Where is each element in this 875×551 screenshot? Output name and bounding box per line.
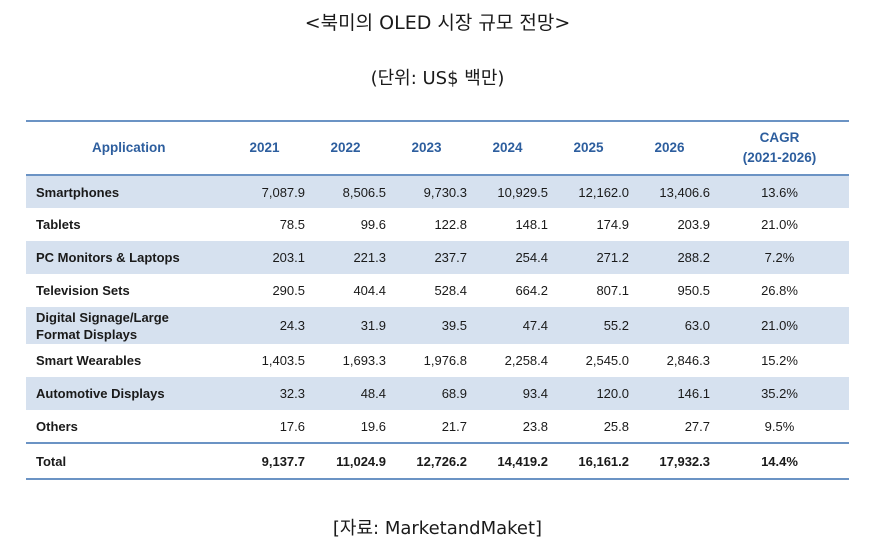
cell-2025: 271.2 <box>548 241 629 274</box>
total-2023: 12,726.2 <box>416 453 467 469</box>
cell-2024: 148.1 <box>515 217 548 232</box>
cell-2023: 237.7 <box>386 241 467 274</box>
table-row: Automotive Displays 32.3 48.4 68.9 93.4 … <box>26 377 849 410</box>
cell-2023: 39.5 <box>386 307 467 344</box>
oled-market-table: Application 2021 2022 2023 2024 2025 202… <box>26 120 849 480</box>
cell-2022: 99.6 <box>360 217 386 232</box>
cell-2025: 2,545.0 <box>585 353 629 368</box>
table-row: PC Monitors & Laptops 203.1 221.3 237.7 … <box>26 241 849 274</box>
cell-2025: 120.0 <box>548 377 629 410</box>
cell-cagr: 7.2% <box>710 241 849 274</box>
cell-2021: 203.1 <box>224 241 305 274</box>
total-label: Total <box>36 453 67 469</box>
table-row: Digital Signage/Large Format Displays 24.… <box>26 307 849 344</box>
cell-2023: 21.7 <box>441 418 467 434</box>
total-2026: 17,932.3 <box>659 453 710 469</box>
cell-2025: 55.2 <box>548 307 629 344</box>
cell-2023: 1,976.8 <box>423 353 467 368</box>
total-2024: 14,419.2 <box>497 453 548 469</box>
total-2021: 9,137.7 <box>261 453 305 469</box>
cell-2026: 2,846.3 <box>666 353 710 368</box>
cell-2022: 1,693.3 <box>342 353 386 368</box>
total-2022: 11,024.9 <box>336 453 386 469</box>
cell-2022: 221.3 <box>305 241 386 274</box>
cell-2025: 807.1 <box>596 283 629 298</box>
cell-2024: 664.2 <box>515 283 548 298</box>
cell-2024: 254.4 <box>467 241 548 274</box>
cell-2026: 63.0 <box>629 307 710 344</box>
row-label: Others <box>36 418 78 434</box>
cell-2026: 203.9 <box>677 217 710 232</box>
total-2025: 16,161.2 <box>578 453 629 469</box>
cell-cagr: 35.2% <box>710 377 849 410</box>
header-application: Application <box>92 140 166 155</box>
header-2025: 2025 <box>573 140 604 155</box>
row-label: PC Monitors & Laptops <box>26 241 224 274</box>
row-label-line-1: Digital Signage/Large <box>36 309 169 325</box>
cell-2026: 27.7 <box>684 418 710 434</box>
row-label: Tablets <box>36 217 81 232</box>
cell-2026: 950.5 <box>677 283 710 298</box>
row-label: Automotive Displays <box>26 377 224 410</box>
table-row: Television Sets 290.5 404.4 528.4 664.2 … <box>26 274 849 307</box>
cell-2022: 31.9 <box>305 307 386 344</box>
cell-2021: 78.5 <box>279 217 305 232</box>
cell-cagr: 13.6% <box>710 175 849 208</box>
cell-2023: 68.9 <box>386 377 467 410</box>
cell-cagr: 21.0% <box>710 307 849 344</box>
source-note: [자료: MarketandMaket] <box>332 518 543 539</box>
header-cagr-period: (2021-2026) <box>742 150 817 165</box>
table-row: Tablets 78.5 99.6 122.8 148.1 174.9 203.… <box>26 208 849 241</box>
cell-2021: 290.5 <box>272 283 305 298</box>
cell-2021: 1,403.5 <box>261 353 305 368</box>
total-cagr: 14.4% <box>761 453 798 469</box>
header-2023: 2023 <box>411 140 442 155</box>
cell-cagr: 21.0% <box>761 217 798 232</box>
row-label-line-2: Format Displays <box>36 326 138 342</box>
row-label: Digital Signage/Large Format Displays <box>26 307 224 344</box>
table-row: Others 17.6 19.6 21.7 23.8 25.8 27.7 9.5… <box>26 410 849 443</box>
cell-2022: 19.6 <box>360 418 386 434</box>
cell-2026: 146.1 <box>629 377 710 410</box>
cell-2023: 9,730.3 <box>386 175 467 208</box>
cell-2022: 404.4 <box>353 283 386 298</box>
cell-2021: 17.6 <box>279 418 305 434</box>
header-row: Application 2021 2022 2023 2024 2025 202… <box>26 121 849 175</box>
table-row: Smartphones 7,087.9 8,506.5 9,730.3 10,9… <box>26 175 849 208</box>
header-2026: 2026 <box>654 140 685 155</box>
row-label: Smartphones <box>26 175 224 208</box>
cell-2022: 8,506.5 <box>305 175 386 208</box>
cell-2021: 32.3 <box>224 377 305 410</box>
cell-2021: 24.3 <box>224 307 305 344</box>
cell-cagr: 26.8% <box>761 283 798 298</box>
cell-2026: 13,406.6 <box>629 175 710 208</box>
total-row: Total 9,137.7 11,024.9 12,726.2 14,419.2… <box>26 443 849 479</box>
cell-cagr: 15.2% <box>761 353 798 368</box>
cell-2024: 10,929.5 <box>467 175 548 208</box>
row-label: Smart Wearables <box>36 353 142 368</box>
page-title: <북미의 OLED 시장 규모 전망> <box>304 12 571 34</box>
cell-2023: 122.8 <box>434 217 467 232</box>
header-cagr: CAGR (2021-2026) <box>710 121 849 175</box>
cell-2023: 528.4 <box>434 283 467 298</box>
cell-2022: 48.4 <box>305 377 386 410</box>
header-cagr-label: CAGR <box>759 130 800 145</box>
table-row: Smart Wearables 1,403.5 1,693.3 1,976.8 … <box>26 344 849 377</box>
header-2024: 2024 <box>492 140 523 155</box>
unit-note: (단위: US$ 백만) <box>370 68 505 89</box>
cell-cagr: 9.5% <box>764 418 795 434</box>
cell-2024: 23.8 <box>522 418 548 434</box>
cell-2026: 288.2 <box>629 241 710 274</box>
cell-2024: 2,258.4 <box>504 353 548 368</box>
header-2021: 2021 <box>249 140 280 155</box>
cell-2025: 25.8 <box>603 418 629 434</box>
row-label: Television Sets <box>36 283 130 298</box>
cell-2021: 7,087.9 <box>224 175 305 208</box>
header-2022: 2022 <box>330 140 361 155</box>
cell-2025: 12,162.0 <box>548 175 629 208</box>
cell-2024: 93.4 <box>467 377 548 410</box>
cell-2024: 47.4 <box>467 307 548 344</box>
cell-2025: 174.9 <box>596 217 629 232</box>
